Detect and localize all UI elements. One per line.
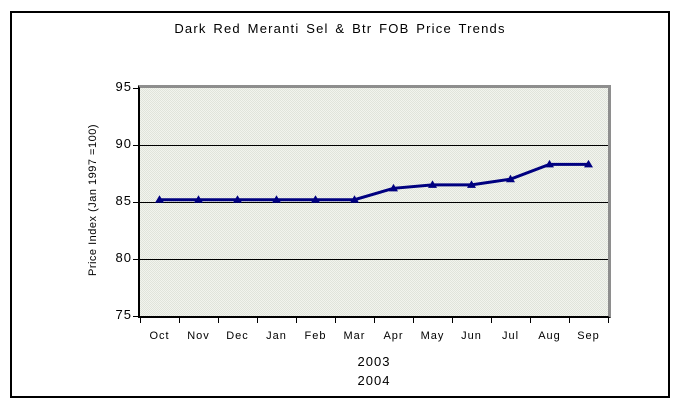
x-category-label-jan: Jan: [266, 330, 287, 342]
data-point-marker-jun: [467, 180, 476, 188]
x-category-label-sep: Sep: [577, 330, 600, 342]
x-category-label-mar: Mar: [343, 330, 366, 342]
data-point-marker-feb: [311, 195, 320, 203]
x-axis-tick-7: [413, 318, 414, 323]
gridline-y-90: [140, 145, 608, 146]
x-category-label-apr: Apr: [383, 330, 404, 342]
y-axis-tick-95: [133, 88, 138, 89]
x-axis-tick-2: [218, 318, 219, 323]
x-axis-year-note-2003: 2003: [357, 354, 391, 369]
x-axis-tick-6: [374, 318, 375, 323]
x-axis-tick-10: [530, 318, 531, 323]
x-axis-tick-9: [491, 318, 492, 323]
gridline-y-85: [140, 202, 608, 203]
x-category-label-jul: Jul: [501, 330, 520, 342]
data-point-marker-jul: [506, 174, 515, 183]
y-axis-tick-85: [133, 202, 138, 203]
series-line: [159, 162, 589, 202]
y-tick-label-85: 85: [115, 193, 132, 208]
gridline-y-80: [140, 259, 608, 260]
chart-title: Dark Red Meranti Sel & Btr FOB Price Tre…: [174, 21, 506, 36]
price-trend-line-series: [155, 159, 593, 203]
y-axis-tick-90: [133, 145, 138, 146]
y-axis-tick-75: [133, 316, 138, 317]
x-category-label-aug: Aug: [538, 330, 561, 342]
x-axis-year-note-2004: 2004: [357, 373, 391, 388]
x-category-label-feb: Feb: [304, 330, 327, 342]
y-tick-label-80: 80: [115, 250, 132, 265]
y-tick-label-95: 95: [115, 79, 132, 94]
x-category-label-nov: Nov: [187, 330, 210, 342]
y-tick-label-75: 75: [115, 307, 132, 322]
data-point-marker-mar: [350, 195, 359, 203]
data-point-marker-dec: [233, 195, 242, 203]
x-axis-tick-8: [452, 318, 453, 323]
x-category-label-jun: Jun: [461, 330, 482, 342]
x-axis-tick-1: [179, 318, 180, 323]
y-axis-tick-80: [133, 259, 138, 260]
x-axis-tick-4: [296, 318, 297, 323]
data-point-marker-apr: [389, 183, 398, 192]
x-axis-tick-11: [569, 318, 570, 323]
x-category-label-oct: Oct: [149, 330, 170, 342]
x-category-label-dec: Dec: [226, 330, 249, 342]
data-point-marker-nov: [194, 195, 203, 203]
x-axis-tick-3: [257, 318, 258, 323]
data-point-marker-aug: [545, 159, 554, 168]
y-tick-label-90: 90: [115, 136, 132, 151]
x-axis-tick-0: [140, 318, 141, 323]
data-point-marker-sep: [584, 159, 593, 168]
data-point-marker-jan: [272, 195, 281, 203]
x-axis-tick-12: [608, 318, 609, 323]
x-axis-tick-5: [335, 318, 336, 323]
plot-area: [138, 85, 611, 318]
x-category-label-may: May: [420, 330, 445, 342]
data-point-marker-oct: [155, 195, 164, 203]
data-point-marker-may: [428, 180, 437, 188]
